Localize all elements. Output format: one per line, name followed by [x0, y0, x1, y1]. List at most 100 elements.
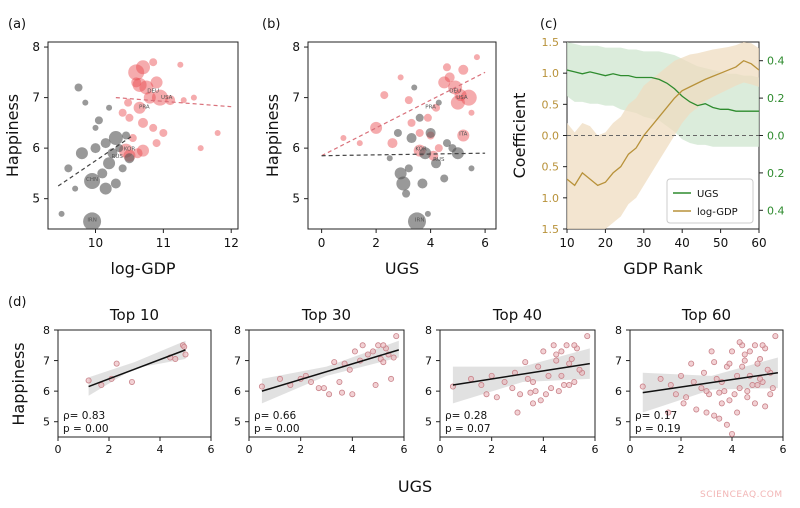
country-label: PRA: [139, 105, 150, 111]
data-point: [708, 348, 715, 355]
data-point: [764, 366, 771, 373]
data-point-red: [132, 148, 143, 159]
data-point: [734, 409, 741, 416]
data-point: [711, 412, 718, 419]
x-tick-label: 2: [488, 443, 495, 456]
data-point: [351, 348, 358, 355]
panel-letter: (b): [262, 17, 280, 32]
x-tick-label: 4: [729, 443, 736, 456]
y-tick-label: 1.0: [542, 192, 560, 205]
data-point-grey: [415, 113, 424, 122]
data-point: [584, 333, 591, 340]
data-point: [711, 359, 718, 366]
data-point-red: [468, 109, 475, 116]
data-point: [566, 382, 573, 389]
data-point-grey: [386, 155, 393, 162]
subplot-layer: [258, 333, 400, 404]
country-label: RUS: [433, 157, 445, 163]
data-point-red: [370, 121, 383, 134]
y-tick-label: 7: [234, 355, 241, 368]
x-tick-label: 11: [156, 236, 171, 250]
data-point-red: [458, 64, 469, 75]
data-point-grey: [419, 147, 432, 160]
data-point: [754, 360, 761, 367]
y-tick-label: 7: [32, 91, 40, 105]
x-tick-label: 6: [780, 443, 787, 456]
data-point: [393, 333, 400, 340]
p-label: p = 0.19: [635, 423, 681, 435]
data-point-grey: [99, 182, 112, 195]
confidence-band: [88, 340, 186, 396]
confidence-band: [567, 42, 759, 229]
x-tick-label: 0: [627, 443, 634, 456]
x-axis-label: log-GDP: [110, 259, 175, 278]
x-tick-label: 4: [427, 236, 435, 250]
data-point-red: [124, 98, 133, 107]
data-point: [716, 415, 723, 422]
data-point-red: [139, 80, 154, 95]
country-label: IRN: [415, 217, 425, 223]
data-point: [537, 397, 544, 404]
rho-label: ρ= 0.66: [254, 410, 296, 422]
data-point: [767, 391, 774, 398]
country-label: KOR: [415, 147, 427, 153]
subplot-title: Top 60: [681, 306, 731, 324]
data-point-grey: [122, 131, 131, 140]
data-point: [576, 366, 583, 373]
data-point: [568, 356, 575, 363]
plot-frame-b: [307, 41, 497, 230]
x-tick-label: 4: [349, 443, 356, 456]
data-point: [545, 372, 552, 379]
data-point: [769, 385, 776, 392]
data-point: [478, 382, 485, 389]
fit-line: [452, 362, 590, 386]
data-point-grey: [417, 178, 428, 189]
country-label: ITA: [459, 132, 468, 138]
data-point-red: [128, 134, 137, 143]
data-point-grey: [74, 83, 83, 92]
p-label: p = 0.00: [63, 423, 109, 435]
data-point: [532, 388, 539, 395]
data-point-grey: [107, 148, 118, 159]
p-label: p = 0.00: [254, 423, 300, 435]
x-tick-label: 4: [540, 443, 547, 456]
data-point-red: [404, 96, 413, 105]
data-point: [514, 409, 521, 416]
fit-line: [261, 349, 400, 392]
x-tick-label: 20: [598, 236, 613, 250]
data-point: [558, 372, 565, 379]
data-point: [759, 342, 766, 349]
y2-tick-label: 0.0: [767, 130, 785, 143]
y-axis-label: Coefficient: [510, 93, 529, 179]
data-point-red: [136, 60, 150, 75]
data-point: [488, 372, 495, 379]
data-point: [665, 409, 672, 416]
data-point: [731, 391, 738, 398]
rho-label: ρ= 0.83: [63, 410, 105, 422]
y2-tick-label: 0.2: [767, 167, 785, 180]
panel-letter: (a): [8, 17, 26, 32]
x-tick-label: 6: [592, 443, 599, 456]
plot-frame-a: [47, 41, 239, 230]
country-label: USA: [456, 95, 468, 101]
series-line: [567, 69, 759, 112]
confidence-band: [261, 340, 399, 404]
data-point-grey: [108, 131, 123, 146]
data-point-red: [387, 138, 398, 149]
data-point-grey: [100, 138, 111, 149]
data-point: [739, 363, 746, 370]
data-point: [276, 375, 283, 382]
data-point: [517, 391, 524, 398]
data-point: [680, 400, 687, 407]
y-tick-label: 7: [425, 355, 432, 368]
data-point-grey: [84, 172, 101, 189]
data-point: [522, 359, 529, 366]
data-point: [757, 375, 764, 382]
x-tick-label: 50: [713, 236, 728, 250]
data-point: [85, 377, 92, 384]
data-point: [721, 388, 728, 395]
country-label: DEU: [449, 89, 461, 95]
data-point-red: [442, 63, 451, 72]
data-point: [349, 391, 356, 398]
lines-layer-c: [567, 42, 759, 229]
